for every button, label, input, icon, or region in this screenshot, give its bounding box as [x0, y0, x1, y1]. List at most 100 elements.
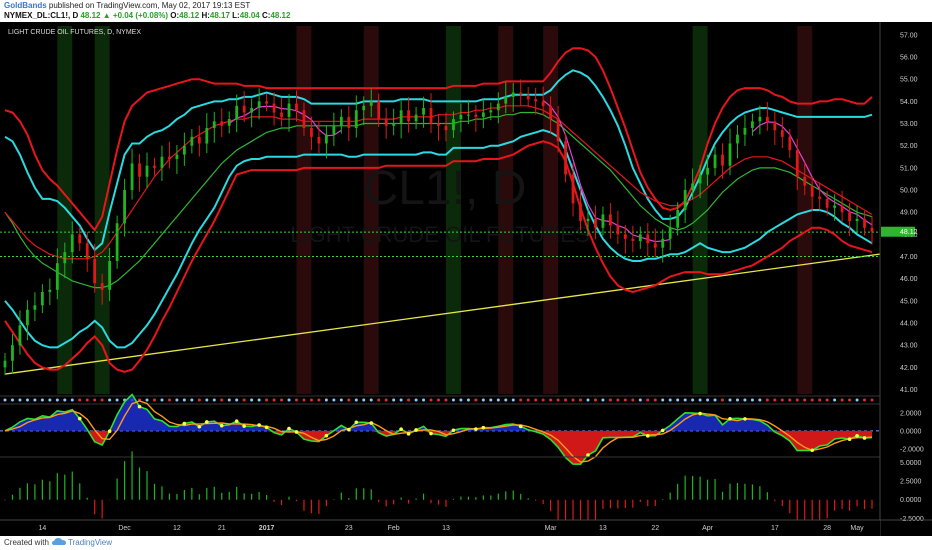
- candle-body: [212, 121, 216, 128]
- signal-dot: [407, 398, 411, 402]
- tradingview-logo-icon[interactable]: [52, 537, 66, 547]
- signal-dot: [593, 398, 597, 402]
- signal-dot: [10, 398, 14, 402]
- candle-body: [616, 225, 620, 235]
- signal-dot: [833, 398, 837, 402]
- time-tick-label: Dec: [118, 525, 131, 532]
- histogram-bar: [318, 499, 320, 514]
- candle-body: [698, 174, 702, 184]
- signal-dot: [870, 398, 874, 402]
- cross-dot: [219, 423, 224, 428]
- signal-dot: [272, 398, 276, 402]
- histogram-bar: [609, 499, 612, 509]
- candle-body: [347, 116, 351, 128]
- candle-body: [235, 105, 239, 120]
- candle-body: [175, 154, 179, 160]
- time-tick-label: Feb: [388, 525, 400, 532]
- signal-dot: [511, 398, 515, 402]
- candle-body: [295, 103, 298, 111]
- candle-body: [168, 156, 171, 160]
- histogram-bar: [153, 483, 156, 500]
- cross-dot: [660, 428, 665, 433]
- watermark-name: LIGHT CRUDE OIL FUTURES: [290, 222, 589, 247]
- histogram-bar: [841, 499, 843, 510]
- signal-dot: [721, 398, 725, 402]
- chart-canvas[interactable]: CL1!, D LIGHT CRUDE OIL FUTURES 57.00 56.…: [0, 22, 932, 536]
- candle-body: [549, 105, 553, 120]
- histogram-bar: [183, 489, 185, 500]
- candle-body: [683, 190, 687, 210]
- time-tick-label: 21: [218, 525, 226, 532]
- candle-body: [55, 263, 59, 290]
- signal-dot: [840, 398, 844, 402]
- oscillator-tick-label: 0.0000: [900, 428, 922, 435]
- histogram-bar: [804, 499, 806, 526]
- signal-dot: [616, 398, 620, 402]
- signal-dot: [205, 398, 209, 402]
- series-line-1: [4, 129, 873, 349]
- candle-body: [18, 325, 22, 346]
- histogram-bar: [669, 492, 671, 500]
- candle-body: [526, 94, 530, 100]
- histogram-tick-label: 5.0000: [900, 460, 922, 467]
- time-tick-label: 12: [173, 525, 181, 532]
- signal-dot: [451, 398, 455, 402]
- time-tick-label: May: [850, 525, 864, 532]
- highlight-column: [296, 26, 312, 394]
- histogram-bar: [505, 491, 507, 500]
- cross-dot: [324, 433, 329, 438]
- signal-dot: [735, 398, 739, 402]
- signal-dot: [100, 398, 104, 402]
- candle-body: [474, 114, 478, 117]
- signal-dot: [676, 398, 680, 402]
- histogram-bar: [572, 499, 574, 536]
- cross-dot: [347, 427, 351, 432]
- signal-dot: [668, 398, 672, 402]
- cross-dot: [354, 420, 359, 425]
- signal-dot: [683, 398, 687, 402]
- candle-body: [250, 108, 254, 113]
- signal-dot: [758, 398, 762, 402]
- tradingview-link[interactable]: TradingView: [68, 538, 113, 547]
- candle-body: [661, 238, 665, 248]
- histogram-bar: [520, 493, 522, 500]
- candle-body: [534, 99, 538, 102]
- time-tick-label: 13: [442, 525, 450, 532]
- candle-body: [399, 110, 403, 124]
- signal-dot: [160, 398, 164, 402]
- price-tick-label: 45.00: [900, 298, 918, 305]
- histogram-bar: [385, 499, 387, 507]
- publish-info: published on TradingView.com, May 02, 20…: [46, 1, 251, 10]
- signal-dot: [863, 398, 867, 402]
- trendline[interactable]: [4, 250, 903, 375]
- signal-dot: [227, 398, 231, 402]
- signal-dot: [369, 398, 373, 402]
- candle-body: [833, 205, 837, 208]
- last-price-label: 48.12: [900, 229, 918, 236]
- series-line-0: [4, 69, 873, 252]
- highlight-column: [543, 26, 559, 394]
- price-tick-label: 47.00: [900, 254, 918, 261]
- histogram-bar: [617, 499, 619, 509]
- signal-dot: [646, 398, 650, 402]
- histogram-bar: [213, 486, 215, 500]
- oscillator-fill: [5, 394, 872, 465]
- histogram-bar: [11, 494, 14, 500]
- author-name[interactable]: GoldBands: [4, 1, 47, 10]
- histogram-bar: [71, 471, 73, 500]
- histogram-bar: [736, 482, 739, 500]
- histogram-bar: [654, 499, 656, 507]
- signal-dot: [459, 398, 463, 402]
- candle-body: [825, 198, 829, 208]
- candle-body: [272, 103, 276, 113]
- signal-dot: [182, 398, 186, 402]
- candle-body: [459, 114, 463, 120]
- signal-dot: [556, 398, 560, 402]
- price-axis[interactable]: 57.00 56.00 55.00 54.00 53.00 52.00 51.00 50.00…: [879, 22, 932, 536]
- signal-dot: [250, 398, 254, 402]
- histogram-bar: [781, 499, 783, 507]
- symbol-name: NYMEX_DL:CL1!, D: [4, 11, 79, 20]
- cross-dot: [264, 425, 269, 430]
- time-axis[interactable]: 14 Dec 12 21 2017 23 Feb 13 Mar 13 22 Apr 17 28 May: [0, 519, 932, 536]
- histogram-bar: [86, 497, 88, 500]
